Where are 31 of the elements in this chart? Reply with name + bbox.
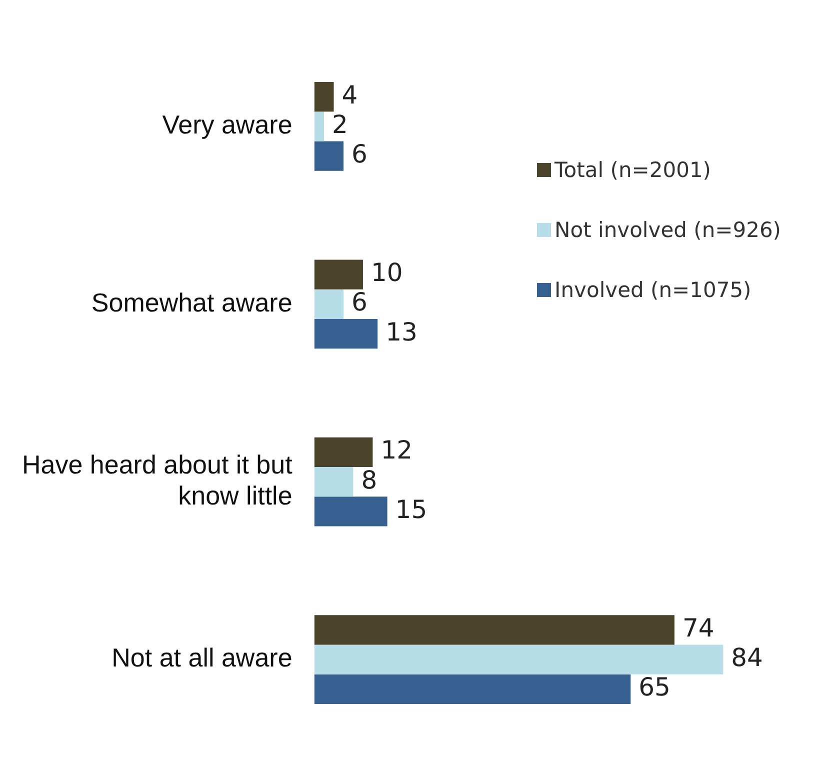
data-label: 15 xyxy=(395,494,428,524)
bar xyxy=(314,437,373,468)
bar xyxy=(314,615,674,645)
data-label: 84 xyxy=(731,643,763,672)
data-label: 4 xyxy=(342,80,358,110)
data-label: 8 xyxy=(361,465,378,494)
bar xyxy=(314,289,344,319)
y-tick-label: Have heard about it but know little xyxy=(22,449,294,511)
data-label: 65 xyxy=(638,672,670,702)
data-label: 6 xyxy=(352,140,368,169)
bar xyxy=(314,644,724,674)
bar xyxy=(314,141,344,171)
data-label: 74 xyxy=(682,613,714,642)
legend-label: Total (n=2001) xyxy=(554,158,712,182)
data-label: 10 xyxy=(370,258,403,288)
data-label: 2 xyxy=(332,110,348,139)
data-label: 13 xyxy=(386,317,418,346)
legend-label: Involved (n=1075) xyxy=(554,278,752,302)
y-tick-label: Very aware xyxy=(162,110,292,140)
y-tick-label: Somewhat aware xyxy=(91,287,292,318)
data-label: 6 xyxy=(352,288,368,317)
bar xyxy=(314,496,388,526)
bar xyxy=(314,82,334,112)
bar xyxy=(314,467,354,497)
bar xyxy=(314,112,324,142)
data-label: 12 xyxy=(380,436,413,465)
bar xyxy=(314,318,378,349)
bar xyxy=(314,674,631,704)
y-tick-label: Not at all aware xyxy=(112,642,292,673)
legend-label: Not involved (n=926) xyxy=(554,218,781,242)
bar xyxy=(314,260,363,290)
